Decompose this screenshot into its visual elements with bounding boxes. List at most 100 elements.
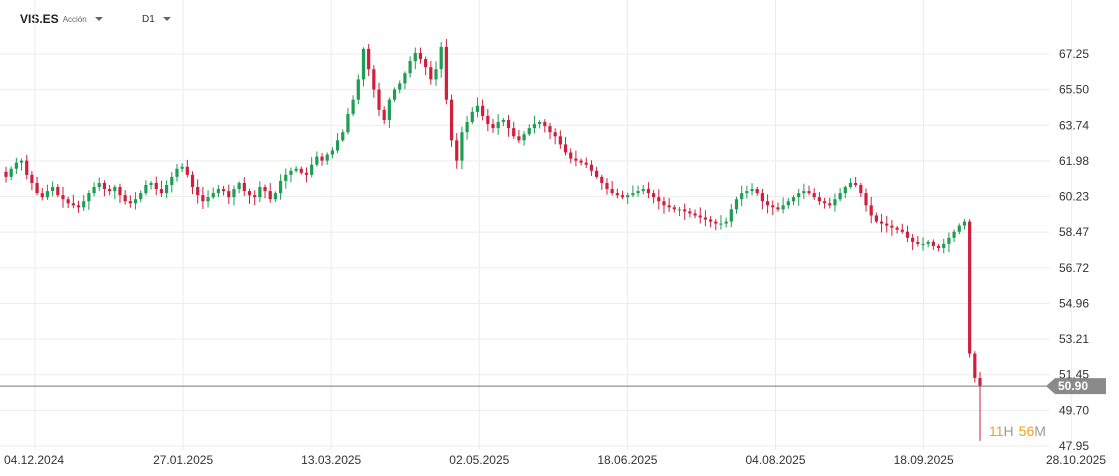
candle-body bbox=[294, 168, 298, 171]
candle-body bbox=[82, 201, 86, 208]
symbol-label: VIS.ES bbox=[20, 12, 59, 26]
candle-body bbox=[128, 201, 132, 204]
symbol-selector[interactable]: VIS.ES Acción bbox=[20, 11, 103, 27]
candle-body bbox=[501, 120, 505, 123]
candle-body bbox=[885, 223, 889, 226]
x-tick-label: 04.08.2025 bbox=[745, 453, 805, 467]
candle-body bbox=[620, 195, 625, 198]
candle-body bbox=[398, 83, 402, 90]
candle-body bbox=[335, 140, 340, 151]
candle-body bbox=[439, 46, 443, 70]
candle-body bbox=[341, 132, 345, 141]
candle-body bbox=[631, 193, 635, 196]
candle-body bbox=[278, 180, 283, 194]
candle-body bbox=[755, 189, 759, 194]
candle-body bbox=[543, 122, 547, 127]
candle-body bbox=[108, 189, 112, 192]
candle-body bbox=[760, 193, 765, 202]
candle-body bbox=[807, 191, 811, 194]
countdown-hours: 11 bbox=[989, 423, 1004, 439]
candle-body bbox=[465, 122, 469, 133]
candle-body bbox=[97, 182, 101, 188]
candle-body bbox=[216, 189, 221, 194]
candle-body bbox=[455, 140, 459, 161]
current-price-tag: 50.90 bbox=[1046, 378, 1106, 395]
countdown-hours-unit: H bbox=[1004, 423, 1014, 439]
candle-body bbox=[957, 225, 961, 232]
candle-body bbox=[615, 193, 619, 196]
x-tick-label: 13.03.2025 bbox=[301, 453, 361, 467]
chevron-down-icon[interactable] bbox=[94, 17, 103, 21]
candle-body bbox=[253, 195, 257, 198]
candle-body bbox=[372, 69, 376, 90]
candle-body bbox=[139, 193, 143, 200]
candle-body bbox=[346, 113, 350, 133]
candle-body bbox=[936, 245, 941, 248]
y-tick-label: 54.96 bbox=[1059, 296, 1089, 310]
y-tick-label: 67.25 bbox=[1059, 47, 1089, 61]
candle-body bbox=[351, 99, 355, 114]
candle-body bbox=[185, 166, 189, 175]
candle-body bbox=[19, 160, 24, 163]
candle-body bbox=[776, 207, 780, 210]
candle-body bbox=[579, 160, 583, 163]
candle-body bbox=[791, 197, 796, 202]
candle-body bbox=[66, 199, 70, 204]
candle-body bbox=[289, 170, 293, 175]
y-tick-label: 49.70 bbox=[1059, 403, 1089, 417]
timeframe-selector[interactable]: D1 bbox=[142, 11, 171, 27]
candle-body bbox=[196, 187, 200, 196]
candle-body bbox=[812, 193, 816, 198]
candle-body bbox=[641, 189, 645, 192]
candle-body bbox=[320, 156, 324, 161]
candle-body bbox=[729, 209, 733, 222]
candle-body bbox=[869, 205, 873, 216]
x-tick-label: 27.01.2025 bbox=[153, 453, 213, 467]
candle-body bbox=[734, 199, 739, 210]
candle-body bbox=[895, 227, 899, 230]
candle-body bbox=[408, 61, 412, 74]
candle-body bbox=[724, 221, 728, 224]
x-axis-labels: 04.12.2024 27.01.2025 13.03.2025 02.05.2025… bbox=[4, 453, 1106, 467]
candle-body bbox=[149, 182, 153, 186]
candle-body bbox=[113, 187, 117, 192]
candle-body bbox=[496, 122, 500, 129]
candle-body bbox=[175, 168, 179, 177]
bar-countdown: 11H 56M bbox=[989, 423, 1046, 439]
candle-body bbox=[190, 174, 195, 188]
chevron-down-icon[interactable] bbox=[162, 17, 171, 21]
candle-body bbox=[890, 225, 894, 228]
candle-body bbox=[315, 156, 319, 165]
candle-body bbox=[595, 170, 599, 177]
candle-body bbox=[864, 193, 868, 206]
candle-body bbox=[636, 191, 640, 194]
candle-body bbox=[356, 79, 360, 100]
candle-body bbox=[475, 105, 480, 112]
x-tick-label: 02.05.2025 bbox=[449, 453, 509, 467]
candle-body bbox=[299, 168, 303, 173]
candle-body bbox=[677, 209, 682, 211]
candle-body bbox=[9, 168, 13, 177]
candle-body bbox=[802, 191, 806, 194]
candle-body bbox=[848, 182, 853, 188]
candle-body bbox=[942, 243, 946, 248]
candle-body bbox=[786, 201, 790, 206]
candle-body bbox=[688, 211, 692, 214]
candle-body bbox=[180, 166, 184, 169]
candle-body bbox=[367, 48, 371, 70]
candle-body bbox=[470, 111, 474, 123]
candle-body bbox=[201, 195, 205, 202]
candle-body bbox=[424, 59, 428, 68]
candle-body bbox=[56, 187, 60, 196]
candle-body bbox=[45, 191, 50, 198]
candle-body bbox=[916, 241, 920, 244]
candle-body bbox=[273, 193, 278, 200]
y-axis-labels: 67.25 65.50 63.74 61.98 60.23 58.47 56.72 54.96… bbox=[1059, 47, 1089, 453]
candle-body bbox=[429, 67, 433, 80]
x-tick-label: 28.10.2025 bbox=[1046, 453, 1106, 467]
candle-body bbox=[133, 199, 138, 204]
y-tick-label: 61.98 bbox=[1059, 154, 1089, 168]
candle-body bbox=[165, 185, 169, 194]
candle-body bbox=[952, 231, 956, 238]
